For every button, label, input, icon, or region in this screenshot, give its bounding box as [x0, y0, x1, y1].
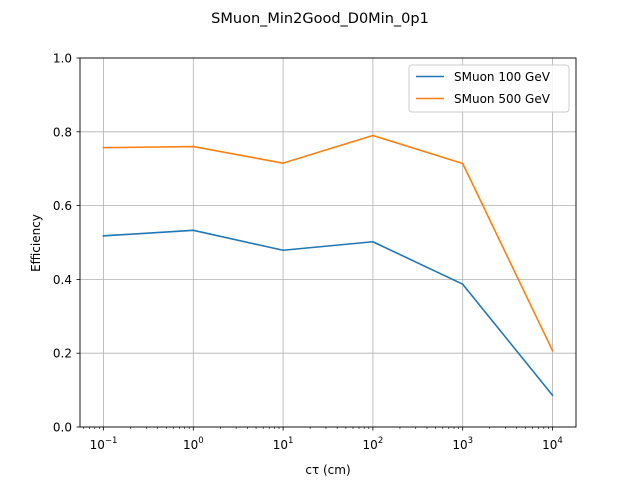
x-tick-label: 103: [452, 436, 473, 452]
data-point: [372, 240, 374, 243]
legend: SMuon 100 GeV SMuon 500 GeV: [408, 64, 570, 113]
series-line-1: [102, 229, 554, 397]
data-point: [102, 146, 105, 149]
y-tick-label: 0.6: [53, 199, 72, 213]
x-tick-label: 102: [363, 436, 384, 452]
x-tick-label: 101: [273, 436, 294, 452]
y-tick-label: 0.0: [53, 421, 72, 435]
series-line-2: [102, 134, 554, 352]
legend-label: SMuon 500 GeV: [454, 92, 551, 106]
data-point: [102, 235, 105, 237]
legend-box: [408, 64, 570, 113]
y-tick-label: 0.8: [53, 125, 72, 139]
data-point: [192, 145, 195, 148]
y-axis: 0.0 0.2 0.4 0.6 0.8 1.0: [53, 52, 80, 435]
data-point: [192, 229, 195, 232]
plot-frame: [79, 57, 577, 428]
y-tick-label: 1.0: [53, 52, 72, 66]
x-axis: 10−1 100 101 102 103 104: [83, 427, 563, 452]
x-axis-label: cτ (cm): [305, 463, 350, 477]
x-tick-label: 10−1: [90, 436, 118, 452]
data-point: [461, 283, 464, 285]
data-point: [372, 134, 374, 137]
series-lines: [102, 134, 554, 397]
y-axis-label: Efficiency: [29, 214, 43, 272]
data-point: [461, 162, 464, 165]
data-point: [282, 249, 284, 252]
chart-title: SMuon_Min2Good_D0Min_0p1: [211, 11, 429, 27]
data-point: [282, 162, 284, 164]
x-tick-label: 100: [183, 436, 204, 452]
data-point: [551, 394, 554, 397]
y-tick-label: 0.2: [53, 347, 72, 361]
legend-label: SMuon 100 GeV: [454, 70, 551, 84]
data-point: [551, 349, 554, 352]
grid: [80, 57, 576, 428]
x-tick-label: 104: [542, 436, 563, 452]
y-tick-label: 0.4: [53, 273, 72, 287]
